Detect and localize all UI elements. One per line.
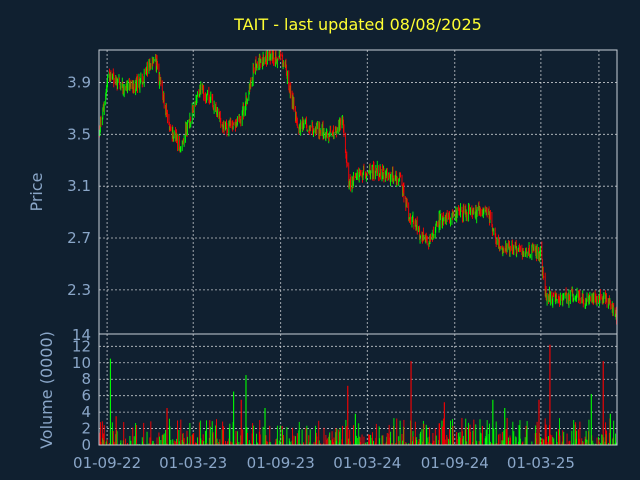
chart-title: TAIT - last updated 08/08/2025 <box>233 15 482 34</box>
price-y-ticks: 2.3 2.7 3.1 3.5 3.9 14 <box>67 73 91 344</box>
volume-bars <box>99 344 618 445</box>
volume-y-axis-label: Volume (0000) <box>37 331 56 449</box>
price-plot-frame <box>98 49 618 335</box>
price-candles <box>98 50 618 325</box>
volume-tick-label: 0 <box>81 436 91 454</box>
price-tick-label: 3.9 <box>67 73 91 91</box>
volume-tick-label: 10 <box>72 354 91 372</box>
volume-gridlines <box>99 334 617 445</box>
volume-tick-label: 2 <box>81 420 91 438</box>
x-tick-label: 01-03-24 <box>333 454 401 472</box>
x-tick-label: 01-03-25 <box>507 454 575 472</box>
volume-tick-label: 12 <box>72 337 91 355</box>
volume-tick-label: 6 <box>81 387 91 405</box>
volume-tick-label: 8 <box>81 370 91 388</box>
price-tick-label: 2.3 <box>67 281 91 299</box>
price-tick-label: 14 <box>72 326 91 344</box>
date-x-ticks: 01-09-22 01-03-23 01-09-23 01-03-24 01-09-24… <box>73 454 575 472</box>
price-tick-label: 3.1 <box>67 177 91 195</box>
volume-plot-frame <box>98 333 618 446</box>
x-tick-label: 01-09-23 <box>247 454 315 472</box>
volume-tick-label: 4 <box>81 403 91 421</box>
price-gridlines <box>99 50 617 334</box>
price-tick-label: 2.7 <box>67 229 91 247</box>
price-y-axis-label: Price <box>27 172 46 211</box>
price-tick-label: 3.5 <box>67 125 91 143</box>
x-tick-label: 01-03-23 <box>159 454 227 472</box>
x-tick-label: 01-09-22 <box>73 454 141 472</box>
x-tick-label: 01-09-24 <box>421 454 489 472</box>
